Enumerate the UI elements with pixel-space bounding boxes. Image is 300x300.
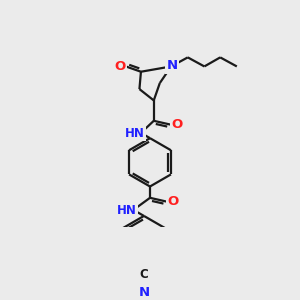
Text: O: O [114, 60, 125, 73]
Text: HN: HN [117, 204, 136, 217]
Text: C: C [140, 268, 148, 281]
Text: N: N [138, 286, 149, 299]
Text: N: N [166, 59, 178, 72]
Text: O: O [168, 195, 179, 208]
Text: HN: HN [125, 127, 145, 140]
Text: O: O [172, 118, 183, 131]
